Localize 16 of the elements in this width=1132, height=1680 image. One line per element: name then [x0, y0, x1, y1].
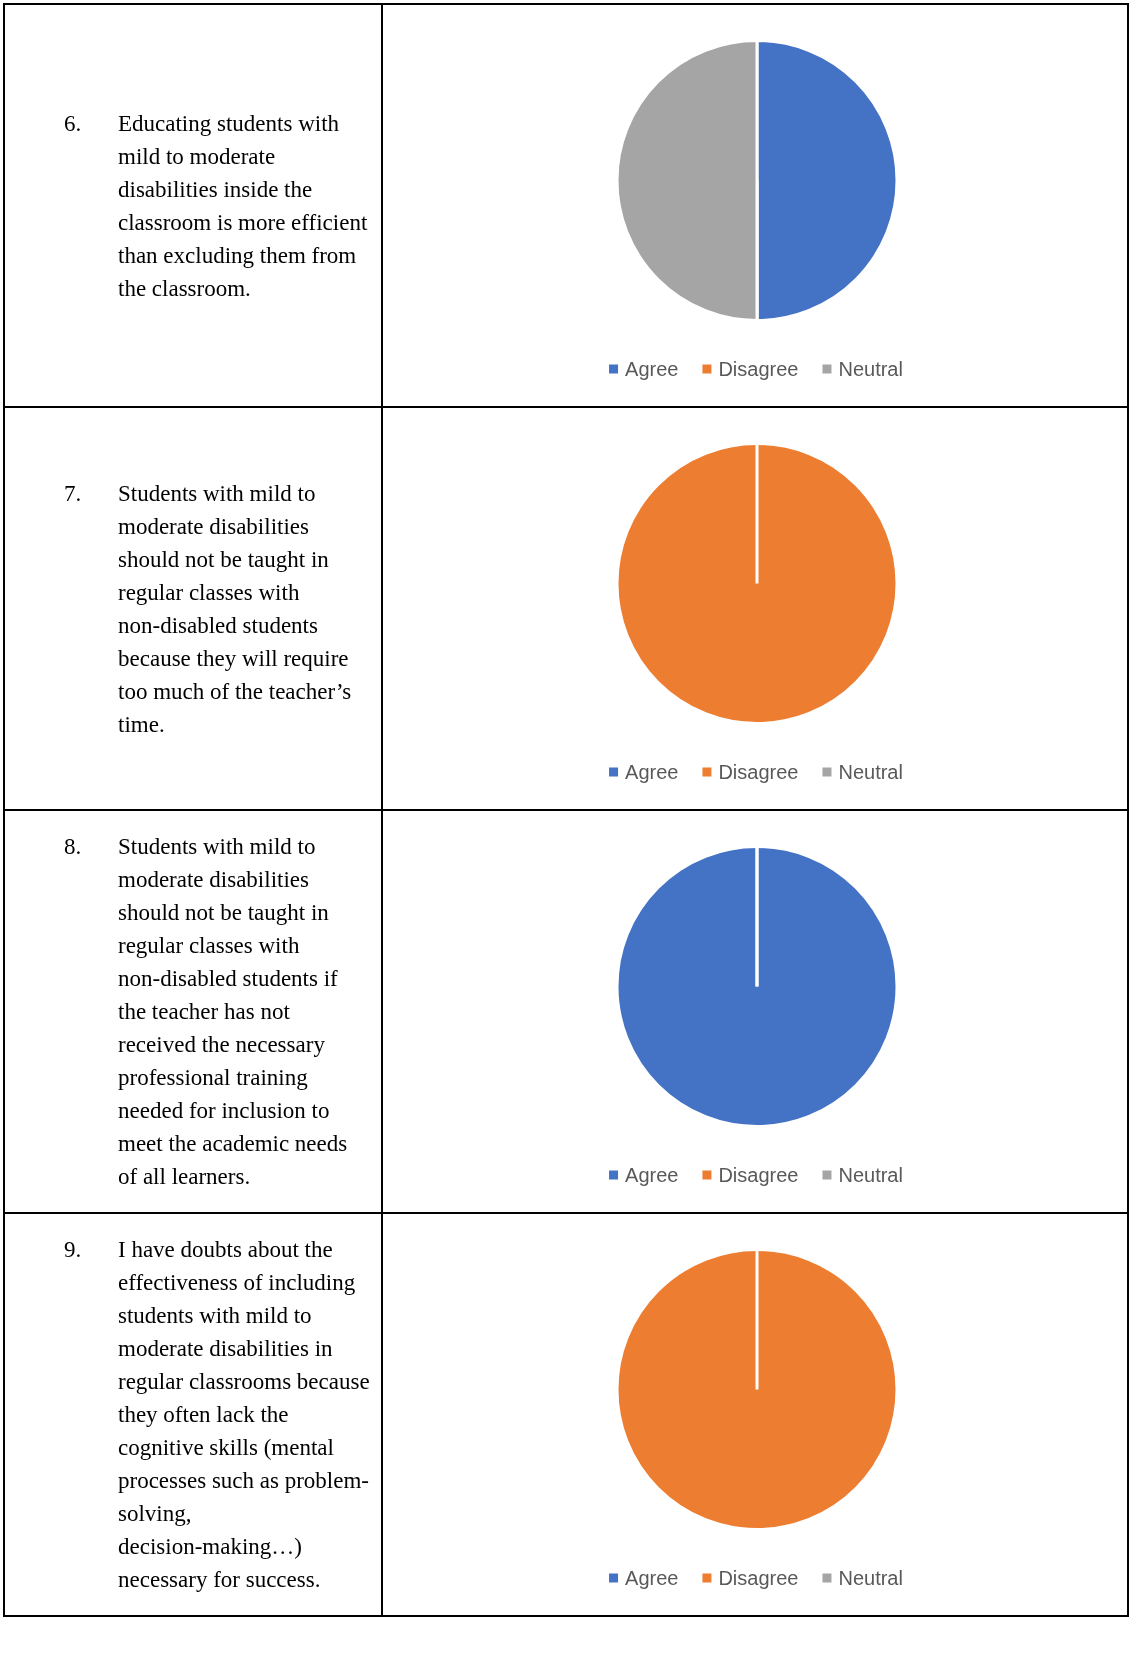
legend-label: Agree	[625, 1163, 679, 1186]
legend-label: Disagree	[718, 357, 799, 380]
legend-label: Agree	[625, 357, 679, 380]
legend-label: Neutral	[838, 1566, 903, 1589]
legend-label: Agree	[625, 1566, 679, 1589]
chart-title: 9. I have doubts about the effectiveness of including students with mild to moderate disabilities in regular classrooms because they often lack the cognitive skills (mental processes such as problem- solving, decision-making…) necessary for success.	[64, 1237, 370, 1592]
legend-label: Disagree	[718, 1163, 799, 1186]
chart-title: 7. Students with mild to moderate disabilities should not be taught in regular classes with non-disabled students because they will require too much of the teacher’s time.	[64, 480, 352, 737]
legend-label: Agree	[625, 760, 679, 783]
legend-label: Disagree	[718, 1566, 799, 1589]
legend-label: Neutral	[838, 760, 903, 783]
legend-label: Neutral	[838, 357, 903, 380]
legend-label: Neutral	[838, 1163, 903, 1186]
legend-label: Disagree	[718, 760, 799, 783]
chart-title: 6. Educating students with mild to moderate disabilities inside the classroom is more efficient than excluding them from the classroom.	[64, 110, 368, 301]
chart-title: 8. Students with mild to moderate disabilities should not be taught in regular classes with non-disabled students if the teacher has not received the necessary professional training needed for inclusion to meet the academic needs of all learners.	[64, 834, 348, 1189]
